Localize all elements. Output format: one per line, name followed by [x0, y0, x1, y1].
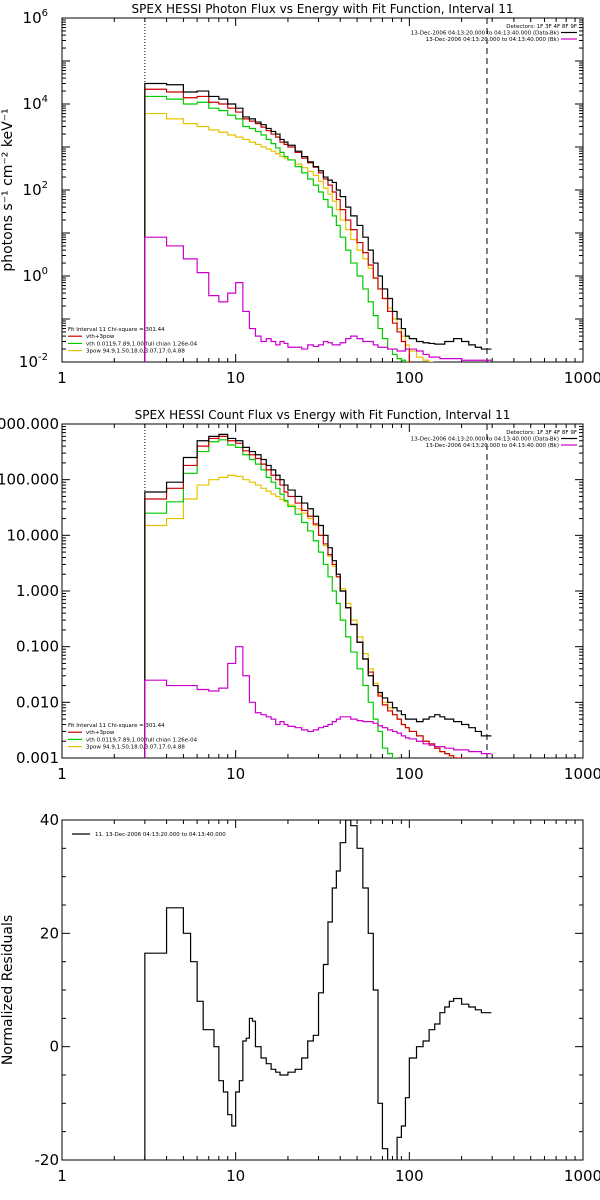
legend-bottom-left: Fit Interval 11 Chi-square = 301.44vth+3…	[68, 327, 198, 355]
series-line-1	[144, 820, 492, 1160]
legend-entry: 13-Dec-2006 04:13:20.000 to 04:13:40.000…	[411, 31, 559, 37]
y-tick-label: 40	[40, 811, 59, 829]
series-line-2	[144, 435, 467, 758]
y-axis-label: photons s⁻¹ cm⁻² keV⁻¹	[0, 108, 16, 271]
series-group	[144, 82, 492, 362]
x-tick-label: 1000	[564, 1167, 600, 1185]
y-axis: -20 0 20 40	[35, 811, 583, 1169]
legend-entry: Fit Interval 11 Chi-square = 301.44	[68, 723, 165, 729]
x-tick-label: 1	[57, 1167, 67, 1185]
x-tick-label: 1000	[564, 369, 600, 387]
series-line-1	[144, 433, 492, 758]
series-line-5	[144, 646, 492, 758]
series-line-2	[144, 88, 414, 362]
series-group	[144, 820, 492, 1160]
series-line-3	[144, 439, 397, 758]
legend-entry: 13-Dec-2006 04:13:20.000 to 04:13:40.000…	[426, 443, 559, 449]
plot-frame	[61, 17, 584, 363]
chart-panel-3: 1 10 100 1000 -20 0 20 40 Normalized Residuals 11…	[0, 811, 600, 1185]
legend-bottom-left: Fit Interval 11 Chi-square = 301.44vth+3…	[68, 723, 198, 751]
y-tick-label: 0.001	[16, 749, 59, 767]
plot-frame	[61, 819, 584, 1161]
x-tick-label: 1000	[564, 765, 600, 783]
legend-entry: 13-Dec-2006 04:13:20.000 to 04:13:40.000…	[426, 37, 559, 43]
series-line-5	[144, 236, 492, 362]
y-tick-label: 1.000	[16, 582, 59, 600]
y-tick-label: 102	[23, 180, 48, 199]
x-tick-label: 100	[395, 765, 424, 783]
legend-entry: Detectors: 1F 3F 4F 8F 9F	[506, 24, 577, 30]
x-tick-label: 1	[57, 765, 67, 783]
chart-title: SPEX HESSI Photon Flux vs Energy with Fi…	[132, 2, 514, 16]
x-axis: 1 10 100 1000	[57, 820, 600, 1185]
y-tick-label: 1000.000	[0, 415, 59, 433]
y-axis: 0.001 0.010 0.100 1.000 10.000 100.000 1000.00…	[0, 415, 583, 767]
y-tick-label: 100	[23, 266, 48, 285]
series-line-4	[144, 112, 434, 362]
series-line-1	[144, 82, 492, 362]
x-tick-label: 100	[395, 1167, 424, 1185]
legend-entry: Detectors: 1F 3F 4F 8F 9F	[506, 430, 577, 436]
y-tick-label: 100.000	[0, 471, 59, 489]
legend-entry: 3pow 94.9,1.50,18.0,3.07,17.0,4.88	[86, 745, 185, 751]
legend-entry: Fit Interval 11 Chi-square = 301.44	[68, 327, 165, 333]
legend-entry: vth+3pow	[86, 730, 115, 736]
chart-panel-2: 1 10 100 1000 0.001 0.010 0.100 1.000 10.000 100.…	[0, 408, 600, 783]
x-tick-label: 10	[226, 765, 245, 783]
y-tick-label: 10-2	[19, 352, 48, 371]
series-group	[144, 433, 492, 758]
y-tick-label: 0.100	[16, 638, 59, 656]
plot-frame	[61, 423, 584, 759]
y-tick-label: 0.010	[16, 693, 59, 711]
y-tick-label: 104	[23, 94, 48, 113]
legend-entry: 3pow 94.9,1.50,18.0,3.07,17.0,4.88	[86, 349, 185, 355]
legend-entry: 11. 13-Dec-2006 04:13:20.000 to 04:13:40…	[95, 832, 226, 838]
x-axis: 1 10 100 1000	[57, 18, 600, 387]
legend-top-left: 11. 13-Dec-2006 04:13:20.000 to 04:13:40…	[72, 832, 226, 838]
legend-entry: vth 0.0119,7.89,1.00 full chian 1.26e-04	[86, 737, 198, 743]
x-tick-label: 100	[395, 369, 424, 387]
y-axis: 10-2 100 102 104 106	[19, 8, 583, 371]
y-tick-label: 106	[23, 8, 48, 27]
x-tick-label: 10	[226, 369, 245, 387]
legend-entry: vth+3pow	[86, 334, 115, 340]
legend-entry: 13-Dec-2006 04:13:20.000 to 04:13:40.000…	[411, 437, 559, 443]
x-tick-label: 1	[57, 369, 67, 387]
chart-panel-1: 1 10 100 1000 10-2 100 102 104 106 SPEX HESSI Pho…	[0, 2, 600, 387]
y-tick-label: 10.000	[7, 526, 60, 544]
y-axis-label: Normalized Residuals	[0, 915, 16, 1065]
legend-entry: vth 0.0119,7.89,1.00 full chian 1.26e-04	[86, 341, 198, 347]
y-tick-label: 20	[40, 924, 59, 942]
x-axis: 1 10 100 1000	[57, 424, 600, 783]
series-line-3	[144, 95, 410, 362]
x-tick-label: 10	[226, 1167, 245, 1185]
y-tick-label: -20	[35, 1151, 60, 1169]
chart-title: SPEX HESSI Count Flux vs Energy with Fit…	[135, 408, 511, 422]
y-tick-label: 0	[49, 1038, 59, 1056]
